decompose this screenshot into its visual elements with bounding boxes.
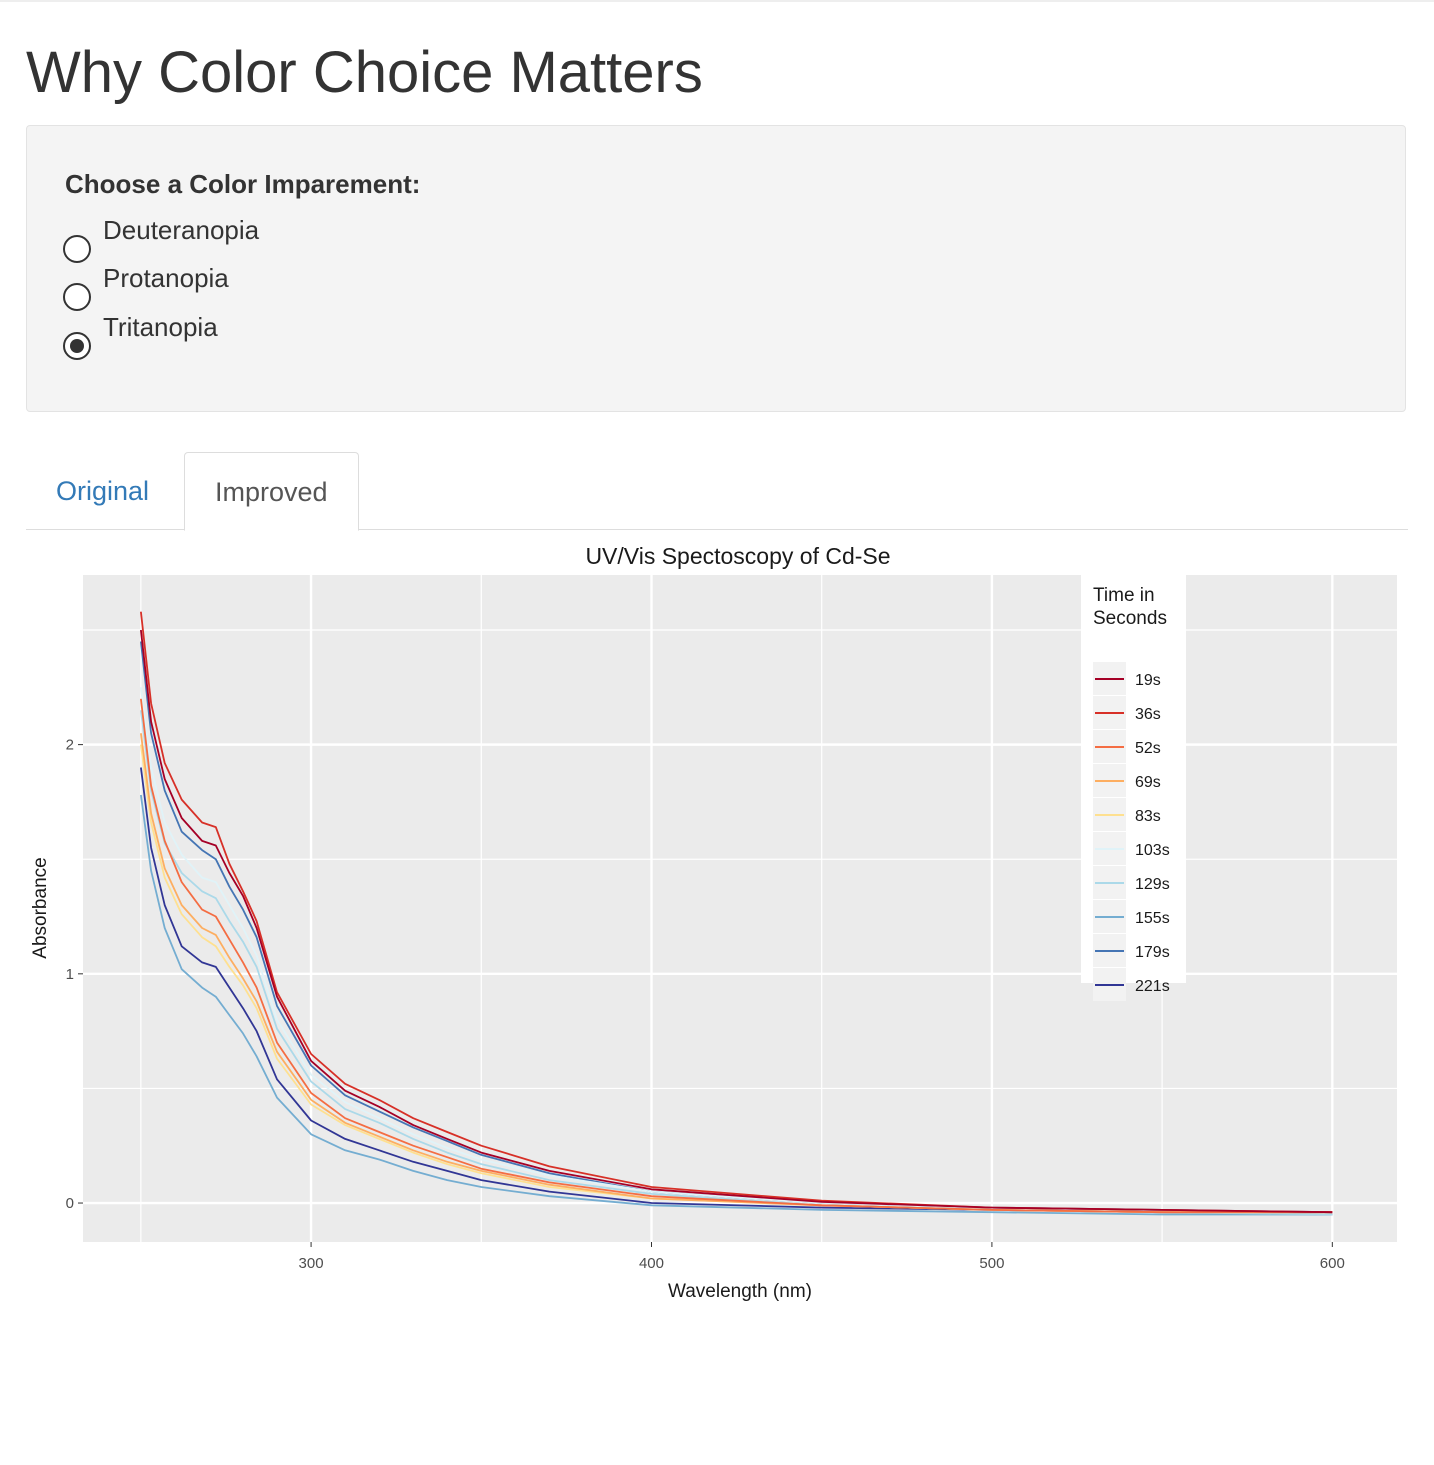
- control-panel: Choose a Color Imparement: Deuteranopia …: [26, 125, 1406, 412]
- x-tick-label: 300: [299, 1255, 324, 1272]
- chart-container: UV/Vis Spectoscopy of Cd-Se 300 400 500 600…: [26, 535, 1408, 1325]
- legend-label-52s: 52s: [1135, 740, 1161, 757]
- y-tick-label: 1: [66, 966, 74, 983]
- legend-title: Seconds: [1093, 608, 1167, 629]
- legend-label-83s: 83s: [1135, 808, 1161, 825]
- series-line-19s: [140, 629, 1333, 1214]
- grid-minor: [83, 575, 1397, 1242]
- radio-group-label: Choose a Color Imparement:: [65, 169, 421, 199]
- chart-title: UV/Vis Spectoscopy of Cd-Se: [585, 543, 890, 569]
- y-tick-label: 0: [66, 1195, 74, 1212]
- legend-label-36s: 36s: [1135, 706, 1161, 723]
- legend-label-69s: 69s: [1135, 774, 1161, 791]
- series-line-103s: [140, 687, 1333, 1214]
- series-layer: [140, 611, 1333, 1216]
- legend-label-155s: 155s: [1135, 910, 1170, 927]
- x-tick-label: 400: [639, 1255, 664, 1272]
- radio-label-protanopia[interactable]: Protanopia: [103, 263, 229, 293]
- legend-label-129s: 129s: [1135, 876, 1170, 893]
- tab-original[interactable]: Original: [56, 476, 150, 506]
- x-axis-label: Wavelength (nm): [668, 1281, 812, 1302]
- series-line-52s: [140, 698, 1333, 1214]
- radio-label-tritanopia[interactable]: Tritanopia: [103, 312, 218, 342]
- series-line-155s: [140, 794, 1333, 1216]
- radio-label-deuteranopia[interactable]: Deuteranopia: [103, 215, 260, 245]
- legend-label-19s: 19s: [1135, 672, 1161, 689]
- legend-title: Time in: [1093, 585, 1155, 606]
- series-line-36s: [140, 611, 1333, 1214]
- radio-button-tritanopia[interactable]: [63, 332, 91, 360]
- legend-label-103s: 103s: [1135, 842, 1170, 859]
- tab-improved[interactable]: Improved: [184, 452, 359, 531]
- series-line-221s: [140, 767, 1333, 1216]
- series-line-129s: [140, 710, 1333, 1216]
- tab-bar: Original Improved: [26, 452, 1408, 531]
- legend-label-221s: 221s: [1135, 978, 1170, 995]
- legend-label-179s: 179s: [1135, 944, 1170, 961]
- radio-button-deuteranopia[interactable]: [63, 235, 91, 263]
- page-title: Why Color Choice Matters: [26, 40, 703, 105]
- top-border: [0, 0, 1434, 2]
- x-tick-label: 600: [1320, 1255, 1345, 1272]
- radio-button-protanopia[interactable]: [63, 283, 91, 311]
- y-tick-label: 2: [66, 737, 74, 754]
- series-line-69s: [140, 733, 1333, 1214]
- spectroscopy-chart: UV/Vis Spectoscopy of Cd-Se 300 400 500 600…: [30, 543, 1397, 1302]
- axes: 300 400 500 600 0 1 2: [66, 737, 1345, 1272]
- y-axis-label: Absorbance: [30, 857, 51, 958]
- tab-bar-divider: [26, 529, 1408, 530]
- x-tick-label: 500: [979, 1255, 1004, 1272]
- plot-panel: [83, 575, 1397, 1242]
